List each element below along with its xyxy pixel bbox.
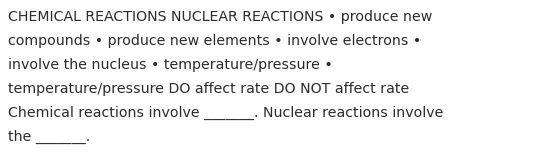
Text: compounds • produce new elements • involve electrons •: compounds • produce new elements • invol… xyxy=(8,34,421,48)
Text: the _______.: the _______. xyxy=(8,130,90,144)
Text: involve the nucleus • temperature/pressure •: involve the nucleus • temperature/pressu… xyxy=(8,58,333,72)
Text: Chemical reactions involve _______. Nuclear reactions involve: Chemical reactions involve _______. Nucl… xyxy=(8,106,444,120)
Text: temperature/pressure DO affect rate DO NOT affect rate: temperature/pressure DO affect rate DO N… xyxy=(8,82,409,96)
Text: CHEMICAL REACTIONS NUCLEAR REACTIONS • produce new: CHEMICAL REACTIONS NUCLEAR REACTIONS • p… xyxy=(8,10,432,24)
